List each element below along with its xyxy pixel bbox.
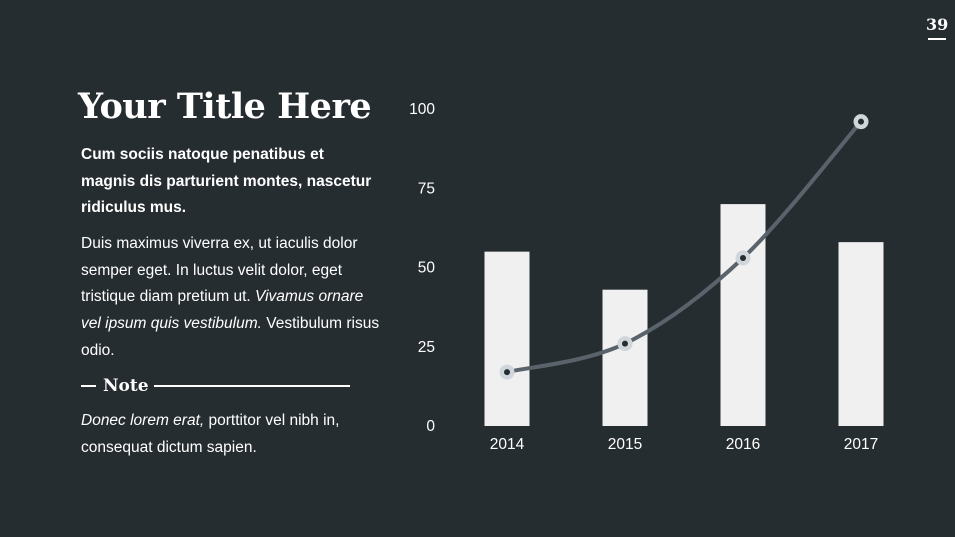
note-heading: Note: [81, 375, 351, 397]
y-tick-label: 25: [418, 339, 435, 356]
line-point-center: [504, 369, 510, 376]
page-number: 39: [926, 15, 949, 34]
x-tick-label: 2017: [844, 436, 878, 453]
trend-line: [505, 119, 863, 375]
body-text-italic: Vivamus ornare vel ipsum quis vestibulum…: [81, 288, 364, 333]
body-text-c: Vestibulum risus odio.: [81, 315, 380, 359]
x-tick-label: 2014: [490, 436, 525, 453]
bar-2015: [602, 289, 648, 426]
note-rule: [154, 385, 350, 387]
body-paragraph: Duis maximus viverra ex, ut iaculis dolo…: [81, 231, 381, 365]
y-tick-label: 0: [426, 418, 435, 435]
line-point-center: [858, 118, 864, 125]
note-italic: Donec lorem erat,: [81, 412, 205, 429]
bar-2016: [720, 204, 766, 426]
y-tick-label: 50: [418, 260, 436, 277]
y-tick-label: 100: [409, 101, 435, 118]
lead-paragraph: Cum sociis natoque penatibus et magnis d…: [81, 146, 372, 217]
note-label: Note: [103, 376, 149, 396]
body-text-a: Duis maximus viverra ex, ut iaculis dolo…: [81, 235, 358, 306]
note-paragraph: Donec lorem erat, porttitor vel nibh in,…: [81, 408, 381, 461]
note-text: porttitor vel nibh in, consequat dictum …: [81, 412, 340, 456]
x-tick-label: 2016: [726, 436, 760, 453]
line-point-center: [622, 340, 628, 347]
bar-2014: [484, 251, 530, 426]
combo-chart: 0 25 50 75 100 2014 2015 2016 2017: [409, 101, 884, 453]
bar-2017: [838, 242, 884, 426]
y-tick-label: 75: [418, 180, 435, 197]
page-number-underline: [928, 38, 946, 40]
line-point-center: [740, 254, 746, 261]
page-title: Your Title Here: [78, 86, 372, 127]
x-tick-label: 2015: [608, 436, 642, 453]
note-dash: [81, 385, 96, 387]
